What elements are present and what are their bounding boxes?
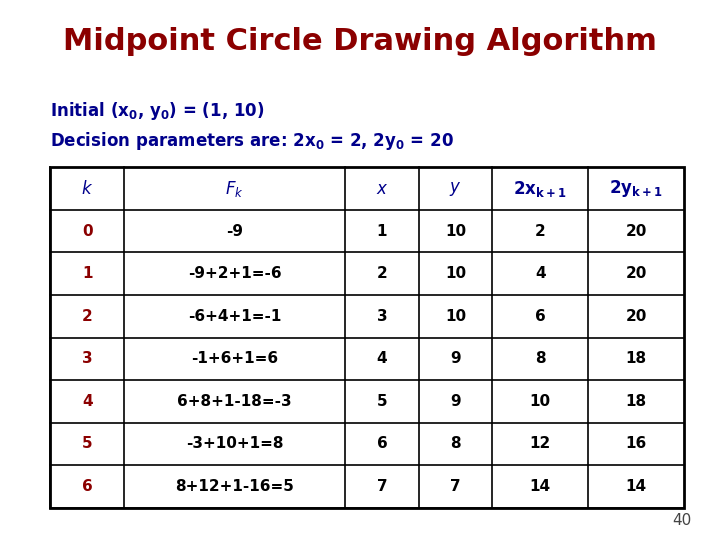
Text: 4: 4: [535, 266, 546, 281]
Text: 1: 1: [82, 266, 92, 281]
Text: 9: 9: [450, 351, 461, 366]
Text: 6+8+1-18=-3: 6+8+1-18=-3: [177, 394, 292, 409]
Text: 18: 18: [626, 351, 647, 366]
Text: 20: 20: [626, 266, 647, 281]
Text: 6: 6: [377, 436, 387, 451]
Text: 2: 2: [535, 224, 546, 239]
Text: $\mathit{F}_\mathit{k}$: $\mathit{F}_\mathit{k}$: [225, 179, 244, 199]
Text: $\mathit{k}$: $\mathit{k}$: [81, 180, 94, 198]
Text: 8+12+1-16=5: 8+12+1-16=5: [175, 479, 294, 494]
Text: 5: 5: [82, 436, 93, 451]
Text: -9: -9: [226, 224, 243, 239]
Text: -1+6+1=6: -1+6+1=6: [191, 351, 278, 366]
Text: 2: 2: [82, 309, 93, 324]
Text: 18: 18: [626, 394, 647, 409]
Text: 10: 10: [530, 394, 551, 409]
Text: 12: 12: [530, 436, 551, 451]
Text: 20: 20: [626, 224, 647, 239]
Text: $\mathbf{2y}_{\mathbf{k+1}}$: $\mathbf{2y}_{\mathbf{k+1}}$: [609, 178, 663, 199]
Text: 9: 9: [450, 394, 461, 409]
Text: -6+4+1=-1: -6+4+1=-1: [188, 309, 282, 324]
Text: Midpoint Circle Drawing Algorithm: Midpoint Circle Drawing Algorithm: [63, 27, 657, 56]
Text: 10: 10: [445, 266, 466, 281]
Bar: [50, 167, 684, 508]
Text: 0: 0: [82, 224, 93, 239]
Text: 8: 8: [535, 351, 546, 366]
Text: 16: 16: [626, 436, 647, 451]
Text: 1: 1: [377, 224, 387, 239]
Text: -9+2+1=-6: -9+2+1=-6: [188, 266, 282, 281]
Text: 5: 5: [377, 394, 387, 409]
Text: 14: 14: [626, 479, 647, 494]
Text: 14: 14: [530, 479, 551, 494]
Text: Decision parameters are: $\mathbf{2x_0}$ = 2, $\mathbf{2y_0}$ = 20: Decision parameters are: $\mathbf{2x_0}$…: [50, 130, 454, 152]
Text: 40: 40: [672, 513, 691, 528]
Text: 10: 10: [445, 309, 466, 324]
Text: $\mathbf{2x}_{\mathbf{k+1}}$: $\mathbf{2x}_{\mathbf{k+1}}$: [513, 179, 567, 199]
Text: 7: 7: [450, 479, 461, 494]
Text: 8: 8: [450, 436, 461, 451]
Text: $\mathit{y}$: $\mathit{y}$: [449, 180, 462, 198]
Text: 20: 20: [626, 309, 647, 324]
Text: Initial ($\mathbf{x_0}$, $\mathbf{y_0}$) = (1, 10): Initial ($\mathbf{x_0}$, $\mathbf{y_0}$)…: [50, 100, 265, 122]
Text: 7: 7: [377, 479, 387, 494]
Text: 2: 2: [377, 266, 387, 281]
Text: 4: 4: [82, 394, 93, 409]
Text: -3+10+1=8: -3+10+1=8: [186, 436, 284, 451]
Text: 6: 6: [82, 479, 93, 494]
Text: 4: 4: [377, 351, 387, 366]
Text: $\mathit{x}$: $\mathit{x}$: [376, 180, 388, 198]
Text: 6: 6: [535, 309, 546, 324]
Text: 10: 10: [445, 224, 466, 239]
Text: 3: 3: [82, 351, 93, 366]
Text: 3: 3: [377, 309, 387, 324]
